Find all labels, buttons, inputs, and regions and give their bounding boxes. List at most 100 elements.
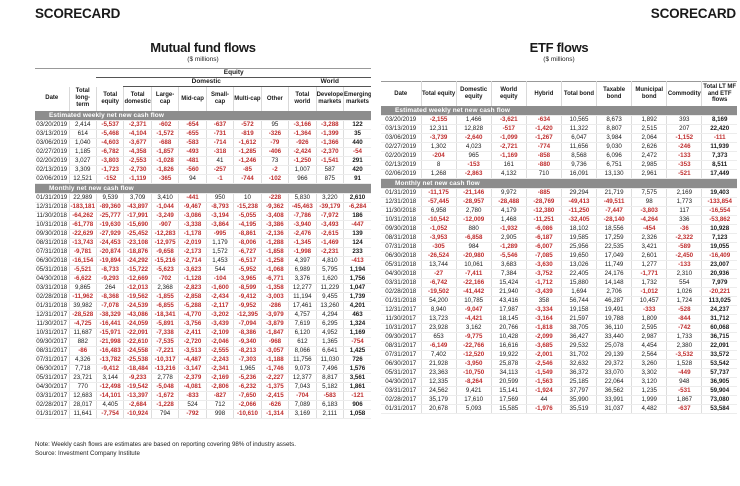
value-cell: 19,055 [701,242,737,252]
value-cell: -4,358 [123,147,152,157]
value-cell: -3,408 [260,211,289,221]
value-cell: -2,858 [178,292,207,302]
value-cell: -8,006 [233,238,262,248]
value-cell: -6,742 [420,278,457,288]
value-cell: 1,268 [420,169,457,179]
value-cell: 20,678 [420,404,457,414]
value-cell: -7,411 [455,269,492,279]
value-cell: 1,365 [315,337,344,347]
value-cell: -25,777 [95,211,124,221]
value-cell: 29,294 [560,188,597,198]
value-cell: -637 [666,404,702,414]
value-cell: 393 [666,115,702,125]
value-cell: 875 [315,174,344,184]
value-cell: 1,773 [666,197,702,207]
value-cell: 3,169 [288,409,317,419]
value-cell: -1,723 [95,165,124,175]
value-cell: -12,380 [525,206,562,216]
value-cell: 6,751 [596,160,632,170]
value-cell: 12,377 [288,373,317,383]
value-cell: 882 [68,337,97,347]
value-cell: -4,081 [178,382,207,392]
value-cell: -24,539 [123,301,152,311]
value-cell: 1,528 [666,359,702,369]
value-cell: 20,936 [701,269,737,279]
group-header-row: Domestic World [35,77,371,87]
value-cell: 4,810 [315,256,344,266]
value-cell: -12,520 [455,350,492,360]
value-cell: -1,469 [315,238,344,248]
table-row: 05/31/2017 23,363 -10,750 34,113 -1,549 36,37… [381,368,737,378]
column-header: Emerging markets [343,86,371,111]
value-cell: -104 [205,274,234,284]
value-cell: 113,025 [701,296,737,306]
value-cell: -2,553 [123,156,152,166]
group-header-spacer [35,78,124,87]
value-cell: -1,345 [288,238,317,248]
table-row: 12/31/2017 -28,528 -38,329 -43,086 -18,341 -4… [35,310,371,320]
value-cell: -2,227 [260,373,289,383]
date-cell: 09/30/2018 [35,229,69,239]
value-cell: 16,616 [490,341,527,351]
value-cell: 8 [420,160,457,170]
value-cell: 6,047 [560,133,597,143]
value-cell: -528 [666,305,702,315]
value-cell: -12,009 [455,215,492,225]
value-cell: 1,620 [315,274,344,284]
value-cell: -9,775 [455,332,492,342]
value-cell: -27 [420,269,457,279]
value-cell: -968 [260,337,289,347]
value-cell: 12,521 [68,174,97,184]
value-cell: -3,685 [525,341,562,351]
table-row: 03/31/2018 -6,742 -22,166 15,424 -1,712 15,88… [381,278,737,288]
value-cell: -2,046 [205,337,234,347]
value-cell: 6,295 [315,319,344,329]
value-cell: -704 [288,391,317,401]
value-cell: 4,757 [288,310,317,320]
value-cell: 12,683 [68,391,97,401]
value-cell: -1,399 [315,129,344,139]
value-cell: 1,235 [631,386,667,396]
value-cell: 19,585 [560,233,597,243]
value-cell: 710 [525,169,562,179]
value-cell: 7,619 [288,319,317,329]
value-cell: 2,310 [666,269,702,279]
section-bar: Monthly net new cash flow [35,183,371,194]
section-label: Monthly net new cash flow [381,178,737,189]
value-cell: -26,524 [420,251,457,261]
value-cell: -3,879 [260,319,289,329]
date-cell: 05/31/2017 [35,373,69,383]
value-cell: 15,424 [490,278,527,288]
table-row: 03/06/2019 1,040 -4,603 -3,677 -688 -583 -714-… [35,138,371,148]
value-cell: 35 [343,129,371,139]
value-cell: -447 [343,220,371,230]
value-cell: 29,372 [596,359,632,369]
value-cell: 8,807 [596,124,632,134]
footnote-source: Source: Investment Company Institute [35,449,140,457]
mutual-fund-flows-subtitle: ($ millions) [187,56,219,63]
scorecard-header-right: SCORECARD [650,6,736,21]
column-header: Hybrid [525,81,562,106]
value-cell: 22,989 [68,193,97,203]
date-cell: 02/13/2019 [381,160,421,170]
value-cell: 880 [455,224,492,234]
value-cell: -28,140 [596,215,632,225]
date-cell: 01/31/2017 [381,404,421,414]
footnote-note: Note: Weekly cash flows are estimates ar… [35,441,296,448]
value-cell: 5,795 [315,265,344,275]
value-cell: 1,324 [343,319,371,329]
value-cell: 7,979 [701,278,737,288]
value-cell: 10,428 [490,332,527,342]
value-cell: -1,549 [525,368,562,378]
scorecard-header-left: SCORECARD [35,6,121,21]
date-cell: 08/31/2018 [381,233,421,243]
value-cell: 544 [205,265,234,275]
value-cell: -3,338 [178,220,207,230]
value-cell: 2,169 [666,188,702,198]
value-cell: 3,376 [288,274,317,284]
value-cell: -637 [205,120,234,130]
table-row: 10/31/2018 -61,778 -19,630 -15,690 -907 -3,33… [35,220,371,230]
value-cell: 2,610 [343,193,371,203]
value-cell: 15,585 [490,404,527,414]
